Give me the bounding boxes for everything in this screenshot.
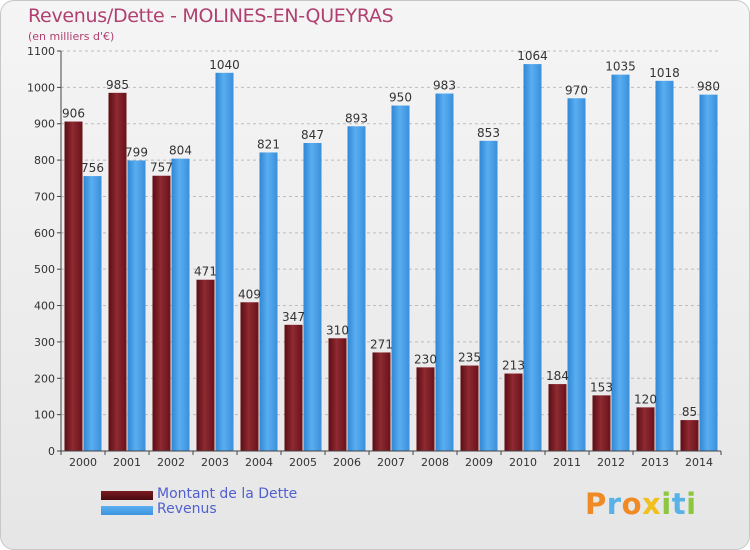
y-tick-label: 0 [48, 445, 55, 458]
bar-label-revenus-2001: 799 [125, 145, 148, 159]
bar-revenus-2009 [479, 140, 498, 451]
x-tick-label: 2001 [113, 456, 141, 469]
bar-label-dette-2007: 271 [370, 337, 393, 351]
bar-label-revenus-2011: 970 [565, 83, 588, 97]
bar-dette-2003 [196, 279, 215, 451]
x-tick-label: 2011 [553, 456, 581, 469]
legend-label-dette: Montant de la Dette [157, 486, 298, 502]
bar-label-dette-2013: 120 [634, 392, 657, 406]
y-tick-label: 200 [34, 372, 55, 385]
x-tick-label: 2013 [641, 456, 669, 469]
bar-label-dette-2014: 85 [682, 405, 697, 419]
x-tick-label: 2010 [509, 456, 537, 469]
y-tick-label: 1100 [27, 45, 55, 58]
bar-revenus-2014 [699, 94, 718, 452]
bar-revenus-2004 [259, 152, 278, 452]
bar-revenus-2008 [435, 93, 454, 451]
x-tick-label: 2003 [201, 456, 229, 469]
x-tick-label: 2005 [289, 456, 317, 469]
bar-label-dette-2005: 347 [282, 310, 305, 324]
bar-label-revenus-2003: 1040 [209, 58, 240, 72]
bar-dette-2009 [460, 365, 479, 451]
bar-dette-2012 [592, 395, 611, 451]
x-tick-label: 2009 [465, 456, 493, 469]
bar-revenus-2013 [655, 80, 674, 452]
proxiti-logo: Proxiti [585, 487, 697, 521]
bar-revenus-2000 [83, 176, 102, 451]
y-tick-label: 500 [34, 263, 55, 276]
bar-label-dette-2008: 230 [414, 352, 437, 366]
chart-title: Revenus/Dette - MOLINES-EN-QUEYRAS [28, 5, 394, 27]
y-tick-label: 1000 [27, 81, 55, 94]
bar-dette-2007 [372, 352, 391, 451]
bar-label-revenus-2007: 950 [389, 91, 412, 105]
chart-subtitle: (en milliers d'€) [28, 30, 115, 43]
bar-revenus-2010 [523, 64, 542, 451]
y-tick-label: 400 [34, 300, 55, 313]
bar-label-revenus-2008: 983 [433, 79, 456, 93]
bar-label-dette-2001: 985 [106, 78, 129, 92]
bar-dette-2006 [328, 338, 347, 451]
bar-label-dette-2000: 906 [62, 107, 85, 121]
y-tick-label: 600 [34, 227, 55, 240]
bar-dette-2011 [548, 384, 567, 451]
x-tick-label: 2004 [245, 456, 273, 469]
bar-label-dette-2012: 153 [590, 380, 613, 394]
bar-label-revenus-2002: 804 [169, 144, 192, 158]
bar-dette-2008 [416, 367, 435, 451]
bar-dette-2010 [504, 373, 523, 451]
bar-dette-2001 [108, 92, 127, 452]
bar-dette-2002 [152, 175, 171, 451]
bar-label-dette-2002: 757 [150, 161, 173, 175]
bar-label-dette-2006: 310 [326, 323, 349, 337]
x-tick-label: 2014 [685, 456, 713, 469]
bar-revenus-2006 [347, 126, 366, 451]
bar-revenus-2007 [391, 105, 410, 451]
legend-label-revenus: Revenus [157, 501, 217, 517]
y-tick-label: 300 [34, 336, 55, 349]
x-tick-label: 2012 [597, 456, 625, 469]
bar-label-dette-2011: 184 [546, 369, 569, 383]
x-tick-label: 2008 [421, 456, 449, 469]
bar-label-revenus-2006: 893 [345, 111, 368, 125]
bar-revenus-2012 [611, 74, 630, 452]
bar-revenus-2005 [303, 143, 322, 451]
bar-label-dette-2009: 235 [458, 351, 481, 365]
bar-dette-2005 [284, 324, 303, 451]
bar-label-revenus-2000: 756 [81, 161, 104, 175]
y-tick-label: 700 [34, 190, 55, 203]
bar-label-revenus-2012: 1035 [605, 60, 636, 74]
bar-revenus-2011 [567, 98, 586, 451]
bar-dette-2013 [636, 407, 655, 451]
bar-label-revenus-2004: 821 [257, 137, 280, 151]
y-tick-label: 900 [34, 118, 55, 131]
bar-label-revenus-2009: 853 [477, 126, 500, 140]
bar-label-revenus-2013: 1018 [649, 66, 680, 80]
x-tick-label: 2006 [333, 456, 361, 469]
x-tick-label: 2007 [377, 456, 405, 469]
x-tick-label: 2002 [157, 456, 185, 469]
bar-label-revenus-2014: 980 [697, 80, 720, 94]
bar-label-dette-2003: 471 [194, 265, 217, 279]
bar-dette-2014 [680, 420, 699, 451]
bar-label-revenus-2005: 847 [301, 128, 324, 142]
x-tick-label: 2000 [69, 456, 97, 469]
legend-swatch-revenus [101, 506, 153, 515]
bar-label-dette-2010: 213 [502, 359, 525, 373]
bar-revenus-2003 [215, 72, 234, 452]
bar-revenus-2001 [127, 160, 146, 452]
bar-dette-2000 [64, 121, 83, 451]
bar-label-revenus-2010: 1064 [517, 49, 548, 63]
bar-dette-2004 [240, 302, 259, 451]
bar-label-dette-2004: 409 [238, 287, 261, 301]
y-tick-label: 800 [34, 154, 55, 167]
bar-revenus-2002 [171, 158, 190, 452]
legend-swatch-dette [101, 491, 153, 500]
y-tick-label: 100 [34, 409, 55, 422]
